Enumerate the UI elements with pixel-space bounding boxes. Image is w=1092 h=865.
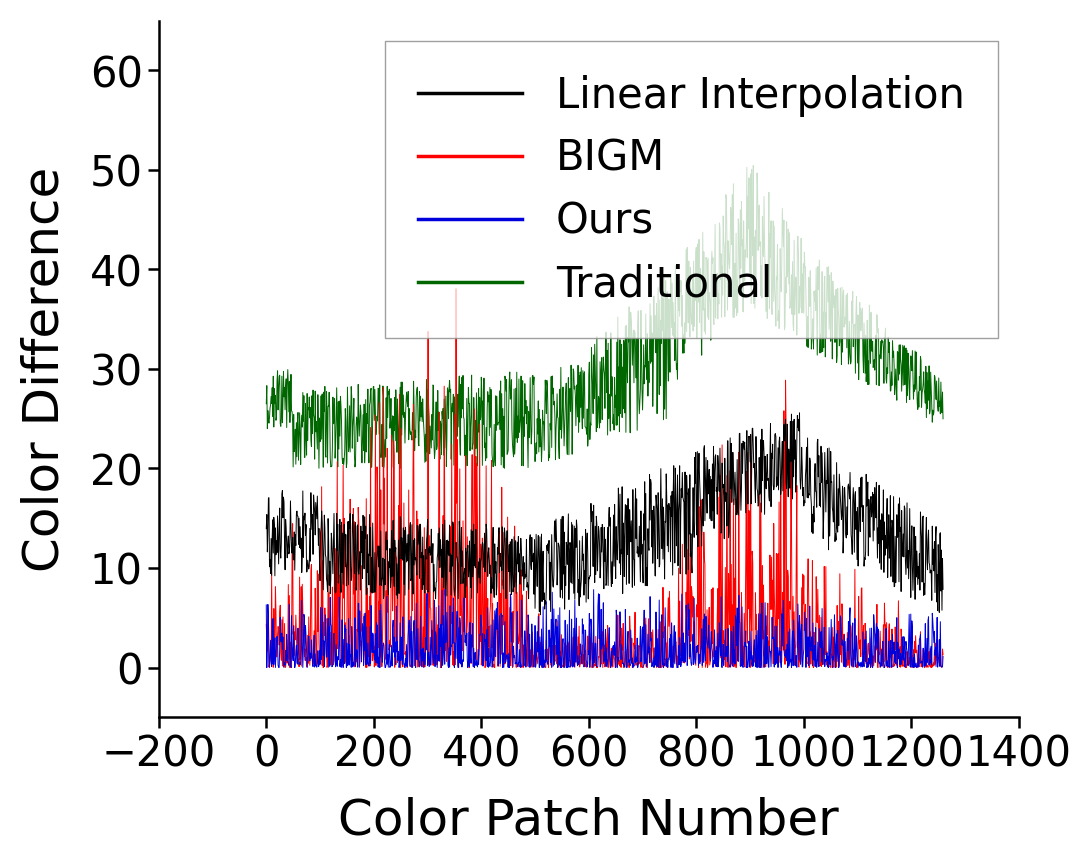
- Linear Interpolation: [738, 474, 751, 484]
- Linear Interpolation: [793, 408, 806, 419]
- BIGM: [925, 663, 938, 673]
- Traditional: [359, 447, 372, 458]
- Legend: Linear Interpolation, BIGM, Ours, Traditional: Linear Interpolation, BIGM, Ours, Tradit…: [384, 42, 997, 339]
- Traditional: [620, 378, 633, 388]
- Linear Interpolation: [425, 524, 438, 535]
- Linear Interpolation: [534, 610, 547, 620]
- X-axis label: Color Patch Number: Color Patch Number: [339, 796, 839, 844]
- BIGM: [449, 284, 462, 294]
- Traditional: [394, 464, 407, 474]
- BIGM: [738, 618, 751, 629]
- Traditional: [746, 160, 759, 170]
- Y-axis label: Color Difference: Color Difference: [21, 167, 69, 572]
- Ours: [260, 599, 273, 610]
- BIGM: [936, 650, 949, 660]
- Ours: [805, 631, 818, 642]
- BIGM: [359, 494, 372, 504]
- Ours: [620, 637, 633, 647]
- Ours: [723, 662, 736, 672]
- BIGM: [723, 619, 736, 630]
- Traditional: [806, 329, 819, 339]
- Traditional: [260, 399, 273, 409]
- Linear Interpolation: [359, 589, 372, 599]
- BIGM: [805, 641, 818, 651]
- Line: Linear Interpolation: Linear Interpolation: [266, 413, 942, 615]
- Traditional: [723, 264, 736, 274]
- Linear Interpolation: [936, 584, 949, 594]
- Ours: [439, 585, 452, 595]
- Traditional: [738, 245, 751, 255]
- Ours: [359, 622, 372, 632]
- BIGM: [260, 619, 273, 630]
- Ours: [936, 651, 949, 662]
- Ours: [425, 645, 438, 656]
- Linear Interpolation: [260, 523, 273, 534]
- Line: Ours: Ours: [266, 590, 942, 668]
- BIGM: [620, 661, 633, 671]
- Ours: [910, 663, 923, 673]
- BIGM: [425, 636, 438, 646]
- Ours: [738, 642, 751, 652]
- Traditional: [936, 413, 949, 424]
- Line: Traditional: Traditional: [266, 165, 942, 469]
- Linear Interpolation: [806, 509, 819, 520]
- Line: BIGM: BIGM: [266, 289, 942, 668]
- Traditional: [425, 409, 438, 420]
- Linear Interpolation: [723, 494, 736, 504]
- Linear Interpolation: [620, 549, 633, 560]
